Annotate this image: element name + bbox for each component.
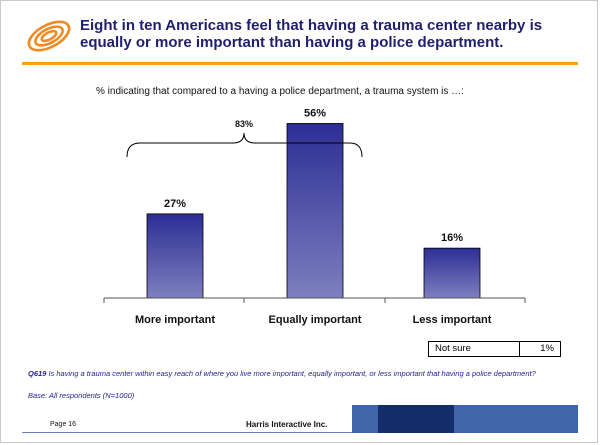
footer-block [378, 405, 454, 433]
title-underline [22, 62, 578, 65]
bar [146, 213, 204, 299]
chart-subtitle: % indicating that compared to a having a… [96, 86, 464, 97]
bar [423, 247, 481, 299]
bar [286, 123, 344, 299]
bracket-label: 83% [235, 119, 253, 129]
footer-divider [22, 432, 352, 433]
bar-value-label: 27% [164, 198, 186, 210]
not-sure-value: 1% [540, 343, 554, 354]
slide-title: Eight in ten Americans feel that having … [80, 17, 543, 51]
question-note: Q619 Is having a trauma center within ea… [28, 369, 576, 379]
question-code: Q619 [28, 369, 47, 378]
category-label: Less important [413, 314, 492, 326]
bracket [126, 132, 363, 158]
bar-value-label: 16% [441, 232, 463, 244]
category-label: Equally important [269, 314, 362, 326]
harris-logo-icon [27, 20, 71, 52]
question-text: Is having a trauma center within easy re… [46, 369, 536, 378]
base-note: Base: All respondents (N=1000) [28, 391, 135, 400]
company-name: Harris Interactive Inc. [246, 420, 328, 429]
footer-block [352, 405, 378, 433]
page-number: Page 16 [50, 421, 77, 428]
category-label: More important [135, 314, 215, 326]
footer-block [454, 405, 578, 433]
not-sure-label: Not sure [429, 342, 520, 356]
bar-value-label: 56% [304, 107, 326, 119]
not-sure-box: Not sure 1% [428, 341, 561, 357]
